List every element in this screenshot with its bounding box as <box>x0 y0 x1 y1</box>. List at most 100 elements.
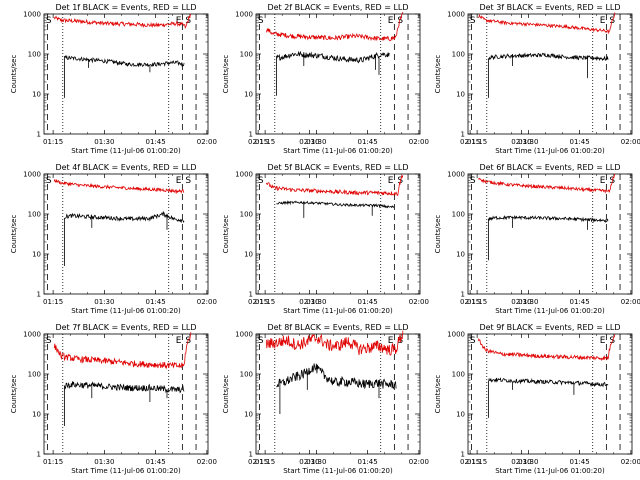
y-tick-label: 1000 <box>447 171 465 179</box>
x-tick-label: 01:30 <box>306 298 326 306</box>
lld-series-line <box>53 332 192 370</box>
x-tick-label: 02:15 <box>460 298 480 306</box>
y-axis-label: Counts/sec <box>10 55 18 94</box>
events-series-line <box>276 363 397 414</box>
x-tick-label: 02:00 <box>197 138 217 146</box>
marker-label-e: E <box>176 336 182 346</box>
y-tick-label: 10 <box>32 251 41 259</box>
marker-label-e: E <box>388 336 394 346</box>
chart-title: Det 7f BLACK = Events, RED = LLD <box>55 323 196 332</box>
x-tick-label: 01:45 <box>358 298 378 306</box>
x-tick-label: 01:15 <box>467 458 487 466</box>
marker-label-s: S <box>46 176 52 186</box>
chart-panel: Det 7f BLACK = Events, RED = LLD11010010… <box>10 323 319 475</box>
y-tick-label: 100 <box>240 51 253 59</box>
x-tick-label: 01:15 <box>43 298 63 306</box>
events-series-line <box>64 381 185 426</box>
chart-title: Det 6f BLACK = Events, RED = LLD <box>479 163 620 172</box>
plot-frame <box>255 173 421 295</box>
x-tick-label: 01:30 <box>518 298 538 306</box>
y-tick-label: 10 <box>456 91 465 99</box>
y-tick-label: 10 <box>456 251 465 259</box>
x-tick-label: 01:30 <box>94 298 114 306</box>
y-axis-label: Counts/sec <box>434 55 442 94</box>
x-tick-label: 01:15 <box>43 138 63 146</box>
x-tick-label: 01:15 <box>43 458 63 466</box>
marker-label-s: S <box>258 16 264 26</box>
y-axis-label: Counts/sec <box>434 375 442 414</box>
y-tick-label: 1 <box>249 291 253 299</box>
x-tick-label: 02:00 <box>621 298 640 306</box>
y-tick-label: 100 <box>28 51 41 59</box>
y-tick-label: 1000 <box>235 331 253 339</box>
plot-frame <box>467 333 633 455</box>
x-axis-label: Start Time (11-Jul-06 01:00:20) <box>283 147 393 155</box>
x-tick-label: 02:30 <box>299 458 319 466</box>
x-tick-label: 01:15 <box>467 138 487 146</box>
x-tick-label: 01:45 <box>358 458 378 466</box>
x-tick-label: 01:30 <box>94 458 114 466</box>
marker-label-s: S <box>46 336 52 346</box>
events-series-line <box>64 210 185 266</box>
x-tick-label: 02:30 <box>299 138 319 146</box>
x-tick-label: 01:15 <box>467 298 487 306</box>
marker-label-s: S <box>470 336 476 346</box>
x-tick-label: 01:45 <box>146 298 166 306</box>
y-tick-label: 1 <box>37 451 41 459</box>
y-tick-label: 10 <box>32 91 41 99</box>
x-tick-label: 01:45 <box>570 138 590 146</box>
y-tick-label: 100 <box>452 371 465 379</box>
y-tick-label: 1000 <box>447 331 465 339</box>
x-tick-label: 02:00 <box>409 298 429 306</box>
lld-series-line <box>477 334 616 362</box>
marker-label-e: E <box>600 176 606 186</box>
y-tick-label: 1000 <box>235 11 253 19</box>
lld-series-line <box>265 12 404 42</box>
plot-frame <box>467 13 633 135</box>
y-tick-label: 1000 <box>447 11 465 19</box>
x-tick-label: 02:00 <box>621 138 640 146</box>
x-axis-label: Start Time (11-Jul-06 01:00:20) <box>495 147 605 155</box>
x-tick-label: 01:30 <box>306 138 326 146</box>
marker-label-s: S <box>185 336 191 346</box>
y-tick-label: 1 <box>461 131 465 139</box>
chart-title: Det 5f BLACK = Events, RED = LLD <box>267 163 408 172</box>
lld-series-line <box>265 174 404 197</box>
y-axis-label: Counts/sec <box>10 375 18 414</box>
y-tick-label: 1 <box>249 451 253 459</box>
marker-label-e: E <box>600 336 606 346</box>
x-tick-label: 02:30 <box>511 138 531 146</box>
y-axis-label: Counts/sec <box>222 375 230 414</box>
events-series-line <box>488 377 609 418</box>
x-tick-label: 02:00 <box>409 458 429 466</box>
events-series-line <box>488 215 609 261</box>
y-tick-label: 10 <box>32 411 41 419</box>
plot-frame <box>255 13 421 135</box>
x-tick-label: 02:15 <box>460 138 480 146</box>
x-axis-label: Start Time (11-Jul-06 01:00:20) <box>495 467 605 475</box>
y-tick-label: 100 <box>28 371 41 379</box>
y-tick-label: 1 <box>461 291 465 299</box>
lld-series-line <box>477 173 616 194</box>
x-tick-label: 01:30 <box>306 458 326 466</box>
chart-title: Det 1f BLACK = Events, RED = LLD <box>55 3 196 12</box>
y-tick-label: 100 <box>28 211 41 219</box>
x-tick-label: 02:15 <box>248 138 268 146</box>
chart-panel: Det 5f BLACK = Events, RED = LLD11010010… <box>222 163 531 315</box>
y-tick-label: 1000 <box>23 11 41 19</box>
chart-panel: Det 9f BLACK = Events, RED = LLD 1 10 100 10… <box>434 323 640 475</box>
y-axis-label: Counts/sec <box>222 215 230 254</box>
events-series-line <box>64 54 185 98</box>
x-tick-label: 01:15 <box>255 458 275 466</box>
lld-series-line <box>265 330 404 356</box>
marker-label-s: S <box>185 176 191 186</box>
y-tick-label: 10 <box>456 411 465 419</box>
chart-panel: Det 4f BLACK = Events, RED = LLD11010010… <box>10 163 319 315</box>
y-tick-label: 10 <box>244 251 253 259</box>
chart-title: Det 3f BLACK = Events, RED = LLD <box>479 3 620 12</box>
plot-frame <box>43 333 209 455</box>
x-tick-label: 02:15 <box>248 458 268 466</box>
chart-panel: Det 2f BLACK = Events, RED = LLD11010010… <box>222 3 531 155</box>
chart-title: Det 8f BLACK = Events, RED = LLD <box>267 323 408 332</box>
marker-label-s: S <box>470 176 476 186</box>
